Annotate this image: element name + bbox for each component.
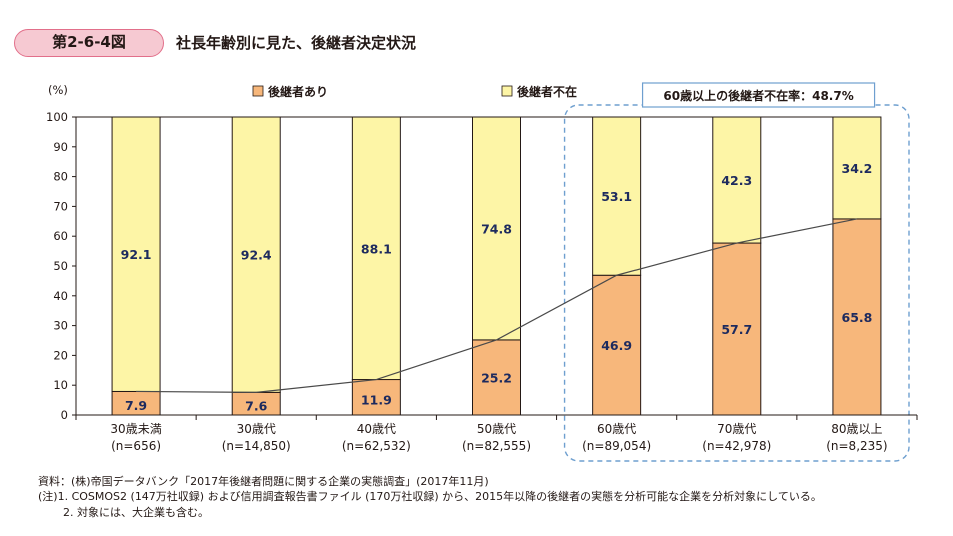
bar-後継者あり-50歳代	[472, 339, 521, 416]
category-label-40歳代: 40歳代	[357, 422, 396, 436]
figure-number-badge: 第2-6-4図	[14, 29, 164, 57]
bar-後継者不在-40歳代	[351, 116, 401, 381]
category-label-70歳代: 70歳代	[717, 422, 756, 436]
data-label-後継者不在-60歳代: 53.1	[601, 189, 632, 204]
y-tick-label-20: 20	[53, 348, 68, 362]
y-axis-label: (%)	[48, 83, 68, 97]
category-count-50歳代: (n=82,555)	[462, 439, 531, 453]
figure-title: 社長年齢別に見た、後継者決定状況	[176, 34, 417, 52]
bar-後継者不在-60歳代	[592, 116, 642, 276]
highlight-box	[563, 104, 910, 462]
y-tick-label-0: 0	[61, 408, 68, 422]
y-tick-label-100: 100	[46, 110, 68, 124]
category-count-70歳代: (n=42,978)	[702, 439, 771, 453]
legend-label-後継者不在: 後継者不在	[517, 84, 577, 99]
annotation-text: 60歳以上の後継者不在率：48.7%	[663, 88, 853, 103]
category-label-30歳未満: 30歳未満	[110, 422, 161, 436]
legend-label-後継者あり: 後継者あり	[268, 84, 328, 99]
data-label-後継者あり-80歳以上: 65.8	[842, 310, 873, 325]
bar-後継者あり-60歳代	[592, 274, 642, 416]
legend-swatch-後継者不在	[501, 85, 513, 97]
data-label-後継者不在-50歳代: 74.8	[481, 221, 512, 236]
category-count-30歳未満: (n=656)	[111, 439, 161, 453]
y-tick-label-10: 10	[53, 378, 68, 392]
y-tick-label-40: 40	[53, 289, 68, 303]
category-count-80歳以上: (n=8,235)	[826, 439, 887, 453]
data-label-後継者不在-30歳代: 92.4	[241, 248, 272, 263]
data-label-後継者あり-60歳代: 46.9	[601, 338, 632, 353]
bar-後継者不在-30歳代	[231, 116, 281, 393]
annotation-box	[641, 82, 876, 108]
data-label-後継者あり-40歳代: 11.9	[361, 392, 392, 407]
data-label-後継者あり-70歳代: 57.7	[721, 322, 752, 337]
bar-後継者あり-70歳代	[712, 242, 762, 416]
connector-line	[136, 218, 858, 393]
bar-後継者不在-30歳未満	[111, 116, 161, 392]
y-tick-label-80: 80	[53, 170, 68, 184]
category-label-30歳代: 30歳代	[237, 422, 276, 436]
category-count-40歳代: (n=62,532)	[342, 439, 411, 453]
data-label-後継者不在-80歳以上: 34.2	[842, 161, 873, 176]
y-tick-label-30: 30	[53, 319, 68, 333]
legend-swatch-後継者あり	[252, 85, 264, 97]
category-count-30歳代: (n=14,850)	[222, 439, 291, 453]
category-label-50歳代: 50歳代	[477, 422, 516, 436]
bar-後継者あり-80歳以上	[832, 218, 882, 416]
category-count-60歳代: (n=89,054)	[582, 439, 651, 453]
source-note: 資料：(株)帝国データバンク「2017年後継者問題に関する企業の実態調査」(20…	[38, 475, 489, 488]
category-label-60歳代: 60歳代	[597, 422, 636, 436]
data-label-後継者あり-30歳未満: 7.9	[125, 398, 147, 413]
data-label-後継者不在-40歳代: 88.1	[361, 241, 392, 256]
bar-後継者あり-40歳代	[351, 379, 401, 416]
category-label-80歳以上: 80歳以上	[831, 422, 882, 436]
footnote-1: (注)1. COSMOS2 (147万社収録) および信用調査報告書ファイル (…	[38, 490, 822, 503]
footnote-2: 2. 対象には、大企業も含む。	[63, 506, 209, 519]
data-label-後継者不在-70歳代: 42.3	[721, 173, 752, 188]
bar-後継者不在-70歳代	[712, 116, 762, 244]
y-tick-label-60: 60	[53, 229, 68, 243]
data-label-後継者不在-30歳未満: 92.1	[121, 247, 152, 262]
data-label-後継者あり-30歳代: 7.6	[245, 399, 267, 414]
bar-後継者不在-50歳代	[472, 116, 521, 341]
y-tick-label-90: 90	[53, 140, 68, 154]
data-label-後継者あり-50歳代: 25.2	[481, 370, 512, 385]
y-tick-label-70: 70	[53, 199, 68, 213]
y-tick-label-50: 50	[53, 259, 68, 273]
